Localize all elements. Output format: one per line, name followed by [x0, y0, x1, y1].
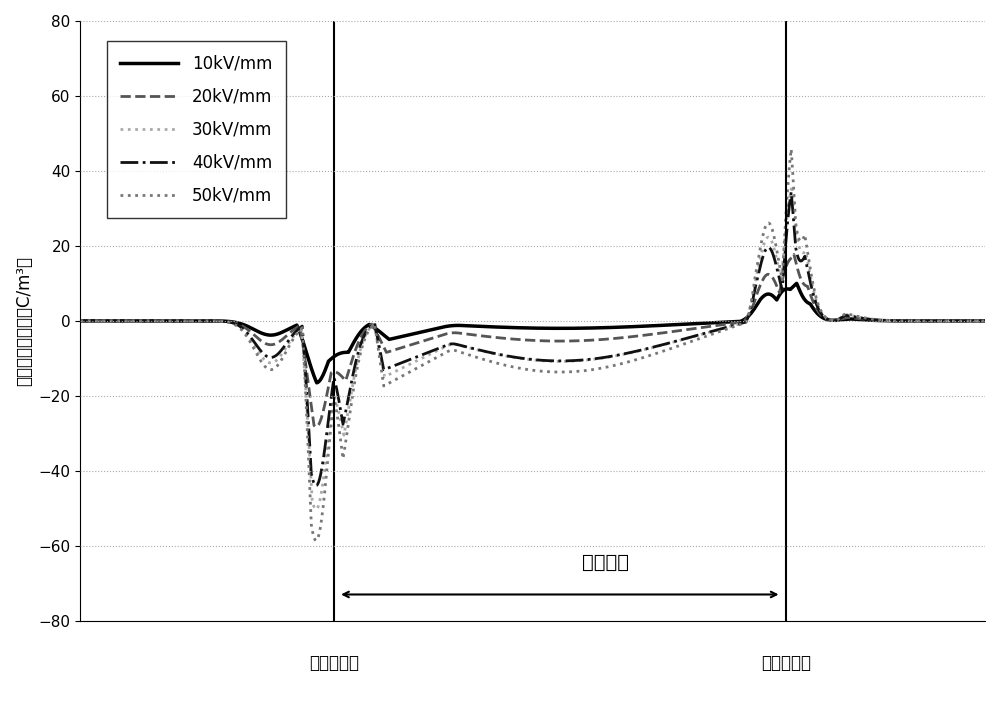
50kV/mm	[696, 333, 708, 342]
20kV/mm	[788, 250, 800, 259]
Text: 下电极位置: 下电极位置	[309, 655, 359, 673]
50kV/mm	[979, 317, 991, 325]
30kV/mm	[696, 329, 708, 338]
30kV/mm	[979, 317, 991, 325]
20kV/mm	[696, 323, 708, 332]
Text: 试样内部: 试样内部	[582, 553, 629, 572]
10kV/mm	[74, 317, 86, 325]
10kV/mm	[441, 322, 453, 331]
20kV/mm	[798, 280, 810, 288]
10kV/mm	[311, 379, 323, 387]
50kV/mm	[167, 317, 179, 325]
40kV/mm	[785, 187, 797, 196]
30kV/mm	[167, 317, 179, 325]
40kV/mm	[74, 317, 86, 325]
30kV/mm	[74, 317, 86, 325]
Line: 10kV/mm: 10kV/mm	[80, 283, 985, 383]
50kV/mm	[474, 354, 486, 363]
20kV/mm	[74, 317, 86, 325]
50kV/mm	[781, 198, 793, 207]
30kV/mm	[474, 346, 486, 355]
30kV/mm	[781, 216, 793, 224]
10kV/mm	[696, 319, 708, 327]
40kV/mm	[696, 329, 708, 338]
20kV/mm	[781, 261, 793, 270]
30kV/mm	[798, 248, 810, 257]
40kV/mm	[167, 317, 179, 325]
Line: 40kV/mm: 40kV/mm	[80, 192, 985, 486]
50kV/mm	[310, 536, 322, 545]
Line: 20kV/mm: 20kV/mm	[80, 255, 985, 427]
Legend: 10kV/mm, 20kV/mm, 30kV/mm, 40kV/mm, 50kV/mm: 10kV/mm, 20kV/mm, 30kV/mm, 40kV/mm, 50kV…	[107, 41, 286, 218]
40kV/mm	[474, 346, 486, 355]
20kV/mm	[474, 332, 486, 340]
Line: 30kV/mm: 30kV/mm	[80, 185, 985, 509]
40kV/mm	[979, 317, 991, 325]
Text: 上电极位置: 上电极位置	[761, 655, 811, 673]
40kV/mm	[310, 482, 322, 490]
40kV/mm	[441, 340, 453, 349]
10kV/mm	[474, 322, 486, 331]
40kV/mm	[798, 254, 810, 262]
20kV/mm	[979, 317, 991, 325]
30kV/mm	[786, 181, 798, 190]
40kV/mm	[781, 228, 793, 236]
Line: 50kV/mm: 50kV/mm	[80, 149, 985, 541]
30kV/mm	[441, 341, 453, 350]
20kV/mm	[310, 423, 322, 431]
20kV/mm	[441, 329, 453, 338]
Y-axis label: 空间电荷密度／（C/m³）: 空间电荷密度／（C/m³）	[15, 256, 33, 386]
50kV/mm	[74, 317, 86, 325]
10kV/mm	[791, 279, 803, 288]
10kV/mm	[798, 294, 810, 303]
10kV/mm	[979, 317, 991, 325]
50kV/mm	[798, 233, 810, 242]
50kV/mm	[785, 145, 797, 154]
50kV/mm	[441, 348, 453, 356]
10kV/mm	[781, 285, 793, 293]
10kV/mm	[167, 317, 179, 325]
30kV/mm	[310, 505, 322, 513]
20kV/mm	[167, 317, 179, 325]
